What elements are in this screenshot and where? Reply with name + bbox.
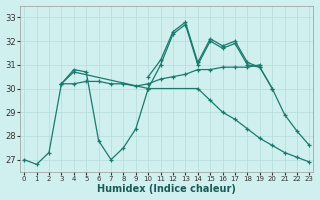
X-axis label: Humidex (Indice chaleur): Humidex (Indice chaleur) bbox=[97, 184, 236, 194]
